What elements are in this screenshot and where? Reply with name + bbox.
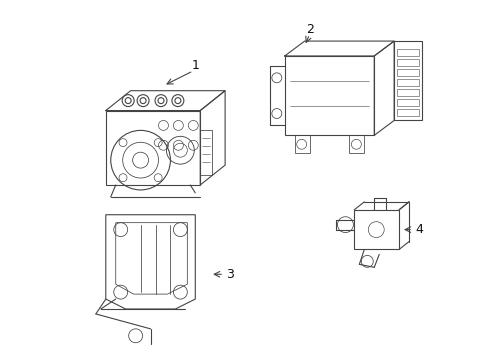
Bar: [200, 130, 212, 175]
Bar: [393, 41, 421, 121]
Bar: [284, 56, 373, 135]
Bar: [396, 69, 418, 76]
Text: 2: 2: [305, 23, 313, 36]
Bar: [349, 135, 364, 153]
Bar: [396, 79, 418, 86]
Bar: [396, 109, 418, 116]
Bar: [294, 135, 309, 153]
Text: 4: 4: [414, 223, 422, 236]
Bar: [396, 99, 418, 105]
Text: 1: 1: [191, 59, 199, 72]
Bar: [396, 59, 418, 66]
Bar: [354, 210, 398, 249]
Bar: [396, 49, 418, 56]
Bar: [396, 89, 418, 96]
Bar: [105, 111, 200, 185]
Text: 3: 3: [225, 268, 234, 281]
